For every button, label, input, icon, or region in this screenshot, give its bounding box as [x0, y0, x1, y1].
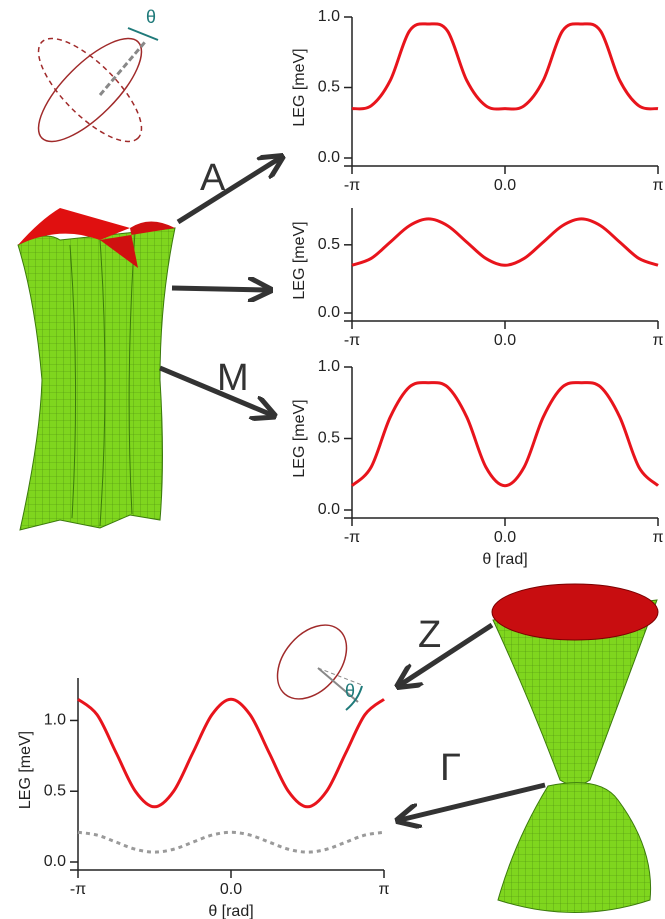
x-tick-label: -π — [344, 177, 360, 194]
x-axis-label: θ [rad] — [208, 903, 253, 919]
theta-label: θ — [146, 7, 156, 27]
point-label: Γ — [440, 747, 461, 789]
point-label: M — [217, 357, 249, 399]
y-tick-label: 0.0 — [318, 149, 340, 166]
x-tick-label: -π — [70, 881, 86, 898]
y-tick-label: 1.0 — [318, 8, 340, 25]
y-tick-label: 0.5 — [318, 79, 340, 96]
fermi-surface-cone — [491, 583, 659, 913]
series-line — [77, 697, 385, 809]
y-axis-label: LEG [meV] — [17, 731, 34, 809]
x-tick-label: 0.0 — [220, 881, 242, 898]
y-tick-label: 0.0 — [318, 501, 340, 518]
orbit-icon — [37, 27, 159, 143]
orbit-icon — [276, 624, 363, 711]
series-line — [351, 217, 659, 267]
arrow — [159, 158, 546, 820]
y-tick-label: 0.5 — [318, 236, 340, 253]
series-line — [351, 22, 659, 111]
y-axis-label: LEG [meV] — [291, 399, 308, 477]
y-tick-label: 0.5 — [44, 782, 66, 799]
x-tick-label: 0.0 — [494, 177, 516, 194]
point-label: Z — [418, 614, 441, 656]
x-tick-label: π — [378, 881, 389, 898]
x-tick-label: 0.0 — [494, 529, 516, 546]
x-axis-label: θ [rad] — [482, 551, 527, 568]
y-tick-label: 1.0 — [318, 358, 340, 375]
series-line — [77, 830, 385, 854]
x-tick-label: -π — [344, 332, 360, 349]
fermi-surface-prism — [17, 208, 176, 531]
x-tick-label: 0.0 — [494, 332, 516, 349]
y-tick-label: 0.0 — [44, 853, 66, 870]
x-tick-label: π — [652, 529, 663, 546]
y-tick-label: 0.5 — [318, 430, 340, 447]
series-line — [350, 381, 660, 488]
y-tick-label: 1.0 — [44, 712, 66, 729]
point-label: A — [200, 157, 226, 199]
y-axis-label: LEG [meV] — [291, 221, 308, 299]
theta-label: θ — [345, 681, 355, 701]
x-tick-label: -π — [344, 529, 360, 546]
x-tick-label: π — [652, 177, 663, 194]
y-tick-label: 0.0 — [318, 304, 340, 321]
y-axis-label: LEG [meV] — [291, 48, 308, 126]
x-tick-label: π — [652, 332, 663, 349]
